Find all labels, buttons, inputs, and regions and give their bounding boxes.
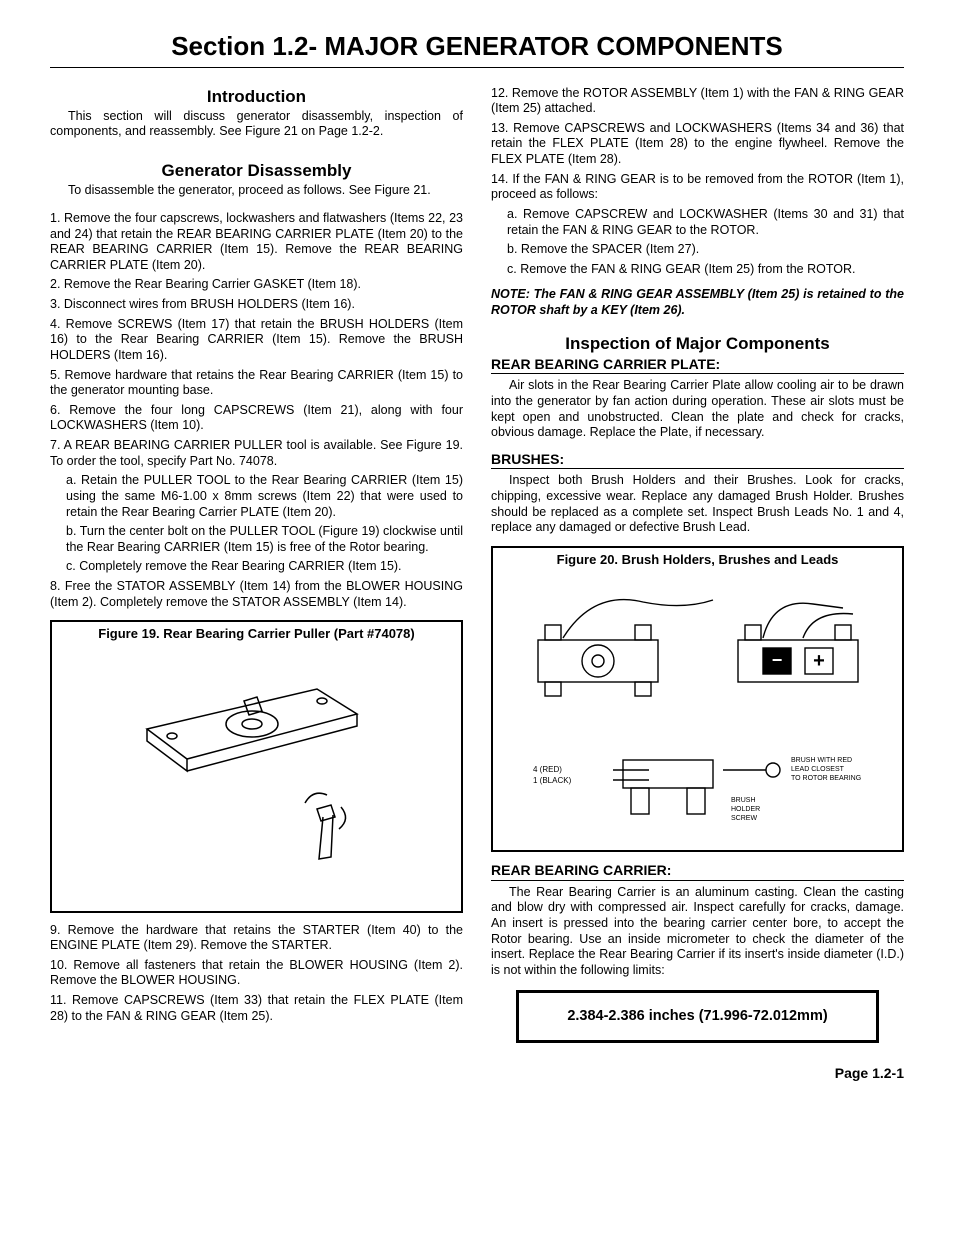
spec-box: 2.384-2.386 inches (71.996-72.012mm) bbox=[516, 990, 879, 1042]
figure-19-body bbox=[52, 647, 461, 911]
step-3: 3. Disconnect wires from BRUSH HOLDERS (… bbox=[50, 297, 463, 313]
figure-20-svg: − + bbox=[513, 580, 883, 740]
step-5: 5. Remove hardware that retains the Rear… bbox=[50, 368, 463, 399]
rbc-underline bbox=[491, 880, 904, 881]
figure-19-svg bbox=[107, 659, 407, 899]
brushes-heading: BRUSHES: bbox=[491, 451, 904, 469]
figure-20-box: Figure 20. Brush Holders, Brushes and Le… bbox=[491, 546, 904, 852]
note-text: NOTE: The FAN & RING GEAR ASSEMBLY (Item… bbox=[491, 287, 904, 318]
step-7: 7. A REAR BEARING CARRIER PULLER tool is… bbox=[50, 438, 463, 469]
figure-19-caption: Figure 19. Rear Bearing Carrier Puller (… bbox=[52, 622, 461, 646]
svg-text:−: − bbox=[771, 650, 782, 670]
figure-20-caption: Figure 20. Brush Holders, Brushes and Le… bbox=[493, 548, 902, 572]
step-9: 9. Remove the hardware that retains the … bbox=[50, 923, 463, 954]
step-13: 13. Remove CAPSCREWS and LOCKWASHERS (It… bbox=[491, 121, 904, 168]
fig20-label-brush: BRUSH bbox=[731, 797, 756, 804]
figure-19-box: Figure 19. Rear Bearing Carrier Puller (… bbox=[50, 620, 463, 912]
step-1: 1. Remove the four capscrews, lockwasher… bbox=[50, 211, 463, 274]
disassembly-intro: To disassemble the generator, proceed as… bbox=[50, 183, 463, 199]
fig20-label-1black: 1 (BLACK) bbox=[533, 776, 572, 785]
svg-text:+: + bbox=[813, 650, 825, 672]
step-14a: a. Remove CAPSCREW and LOCKWASHER (Items… bbox=[507, 207, 904, 238]
step-7b: b. Turn the center bolt on the PULLER TO… bbox=[66, 524, 463, 555]
step-12: 12. Remove the ROTOR ASSEMBLY (Item 1) w… bbox=[491, 86, 904, 117]
inspection-heading: Inspection of Major Components bbox=[491, 333, 904, 354]
figure-20-lower-svg: 4 (RED) 1 (BLACK) BRUSH WITH RED LEAD CL… bbox=[513, 740, 883, 840]
introduction-text: This section will discuss generator disa… bbox=[50, 109, 463, 140]
step-14: 14. If the FAN & RING GEAR is to be remo… bbox=[491, 172, 904, 203]
disassembly-heading: Generator Disassembly bbox=[50, 160, 463, 181]
fig20-label-brushred: BRUSH WITH RED bbox=[791, 757, 852, 764]
rbc-heading: REAR BEARING CARRIER: bbox=[491, 862, 904, 880]
figure-20-body: − + bbox=[493, 572, 902, 850]
step-7a: a. Retain the PULLER TOOL to the Rear Be… bbox=[66, 473, 463, 520]
step-11: 11. Remove CAPSCREWS (Item 33) that reta… bbox=[50, 993, 463, 1024]
step-2: 2. Remove the Rear Bearing Carrier GASKE… bbox=[50, 277, 463, 293]
left-column: Introduction This section will discuss g… bbox=[50, 78, 463, 1043]
step-14b: b. Remove the SPACER (Item 27). bbox=[507, 242, 904, 258]
fig20-label-holder: HOLDER bbox=[731, 806, 760, 813]
step-4: 4. Remove SCREWS (Item 17) that retain t… bbox=[50, 317, 463, 364]
brushes-underline bbox=[491, 468, 904, 469]
fig20-label-lead: LEAD CLOSEST bbox=[791, 766, 845, 773]
brushes-text: Inspect both Brush Holders and their Bru… bbox=[491, 473, 904, 536]
step-10: 10. Remove all fasteners that retain the… bbox=[50, 958, 463, 989]
page-title: Section 1.2- MAJOR GENERATOR COMPONENTS bbox=[50, 30, 904, 63]
rbcp-heading: REAR BEARING CARRIER PLATE: bbox=[491, 356, 904, 374]
step-6: 6. Remove the four long CAPSCREWS (Item … bbox=[50, 403, 463, 434]
step-8: 8. Free the STATOR ASSEMBLY (Item 14) fr… bbox=[50, 579, 463, 610]
rbcp-underline bbox=[491, 373, 904, 374]
right-column: 12. Remove the ROTOR ASSEMBLY (Item 1) w… bbox=[491, 78, 904, 1043]
rbcp-text: Air slots in the Rear Bearing Carrier Pl… bbox=[491, 378, 904, 441]
fig20-label-4red: 4 (RED) bbox=[533, 765, 562, 774]
introduction-heading: Introduction bbox=[50, 86, 463, 107]
title-underline bbox=[50, 67, 904, 68]
step-7c: c. Completely remove the Rear Bearing CA… bbox=[66, 559, 463, 575]
two-column-layout: Introduction This section will discuss g… bbox=[50, 78, 904, 1043]
page-number: Page 1.2-1 bbox=[50, 1065, 904, 1083]
step-14c: c. Remove the FAN & RING GEAR (Item 25) … bbox=[507, 262, 904, 278]
fig20-label-rotor: TO ROTOR BEARING bbox=[791, 775, 861, 782]
fig20-label-screw: SCREW bbox=[731, 815, 757, 822]
rbc-text: The Rear Bearing Carrier is an aluminum … bbox=[491, 885, 904, 979]
